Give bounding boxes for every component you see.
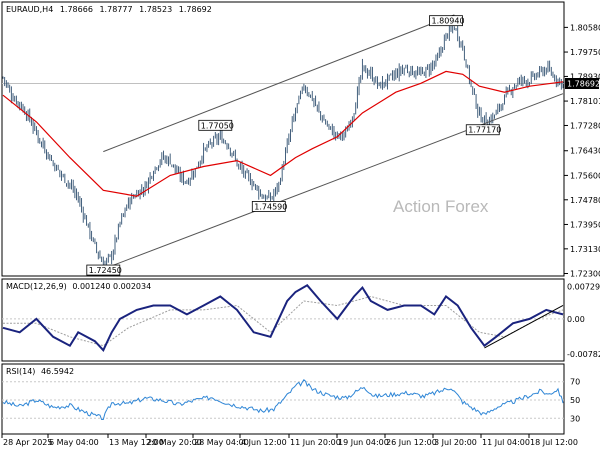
low-value: 1.78523	[139, 5, 172, 14]
annotation-box	[465, 124, 500, 136]
annotation-label: 1.72450	[89, 266, 122, 275]
close-value: 1.78692	[179, 5, 212, 14]
rsi-tick-label: 70	[570, 378, 580, 387]
price-tick-label: 1.75600	[570, 171, 600, 180]
svg-text:1.78692: 1.78692	[567, 80, 600, 89]
price-tick-label: 1.80580	[570, 23, 600, 32]
price-tick-label: 1.78101	[570, 97, 600, 106]
price-panel[interactable]	[1, 1, 565, 277]
time-tick-label: 28 Apr 2025	[3, 438, 52, 447]
rsi-axis: 70 50 30	[570, 378, 580, 424]
price-annotation: 1.80940	[429, 15, 465, 27]
macd-tick-label: 0.00	[567, 315, 585, 324]
annotation-box	[198, 119, 233, 131]
time-tick-label: 20 May 20:00	[147, 438, 202, 447]
time-tick-label: 28 May 04:00	[194, 438, 249, 447]
annotation-label: 1.74590	[254, 202, 287, 211]
annotation-label: 1.77170	[468, 126, 501, 135]
annotation-box	[429, 15, 463, 27]
price-tick-label: 1.77280	[570, 121, 600, 130]
rsi-value: 46.5942	[41, 367, 74, 376]
price-tick-label: 1.73950	[570, 220, 600, 229]
time-tick-label: 4 Jun 12:00	[241, 438, 287, 447]
annotation-label: 1.80940	[431, 17, 464, 26]
annotation-box	[86, 264, 121, 276]
macd-panel[interactable]	[1, 278, 565, 362]
price-annotation: 1.74590	[251, 201, 287, 212]
time-tick-label: 26 Jun 12:00	[386, 438, 437, 447]
macd-tick-label: 0.007291	[567, 282, 600, 291]
macd-axis: 0.007291 0.00 -0.00782	[567, 282, 600, 359]
channel-lower-line[interactable]	[103, 93, 564, 270]
macd-main-line	[2, 284, 564, 352]
macd-trendline[interactable]	[484, 305, 564, 349]
time-tick-label: 19 Jun 04:00	[338, 438, 389, 447]
time-tick-label: 3 Jul 20:00	[434, 438, 477, 447]
macd-name: MACD(12,26,9)	[6, 282, 67, 291]
rsi-line	[2, 379, 564, 420]
rsi-name: RSI(14)	[6, 367, 35, 376]
channel-upper-line[interactable]	[103, 14, 455, 153]
annotation-label: 1.77050	[201, 121, 234, 130]
price-annotations: 1.72450 1.77050 1.74590 1.80940 1.77170	[86, 15, 501, 276]
moving-average-line	[2, 70, 564, 197]
rsi-label: RSI(14) 46.5942	[6, 367, 74, 376]
time-tick-label: 11 Jun 20:00	[290, 438, 341, 447]
rsi-tick-label: 30	[570, 414, 580, 423]
macd-values: 0.001240 0.002034	[72, 282, 151, 291]
price-tick-label: 1.74780	[570, 196, 600, 205]
time-tick-label: 13 May 12:00	[109, 438, 164, 447]
time-tick-label: 11 Jul 04:00	[482, 438, 530, 447]
price-axis: 1.80580 1.79750 1.78930 1.78101 1.77280 1.764…	[564, 23, 600, 279]
price-annotation: 1.77050	[198, 119, 234, 131]
price-tick-label: 1.73130	[570, 245, 600, 254]
price-tick-label: 1.76430	[570, 147, 600, 156]
annotation-box	[251, 201, 286, 212]
current-price-tag: 1.78692	[565, 78, 600, 90]
symbol-name: EURAUD,H4	[6, 5, 53, 14]
time-tick-label: 6 May 04:00	[49, 438, 99, 447]
price-tick-label: 1.79750	[570, 48, 600, 57]
symbol-label: EURAUD,H4 1.78666 1.78777 1.78523 1.7869…	[6, 5, 212, 14]
time-tick-label: 18 Jul 12:00	[530, 438, 578, 447]
macd-tick-label: -0.00782	[567, 350, 600, 359]
open-value: 1.78666	[60, 5, 93, 14]
watermark: Action Forex	[393, 197, 489, 216]
price-tick-label: 1.72300	[570, 270, 600, 279]
price-annotation: 1.72450	[86, 264, 122, 276]
price-tick-label: 1.78930	[570, 72, 600, 81]
rsi-tick-label: 50	[570, 396, 580, 405]
high-value: 1.78777	[99, 5, 132, 14]
macd-label: MACD(12,26,9) 0.001240 0.002034	[6, 282, 151, 291]
price-annotation: 1.77170	[465, 124, 501, 136]
